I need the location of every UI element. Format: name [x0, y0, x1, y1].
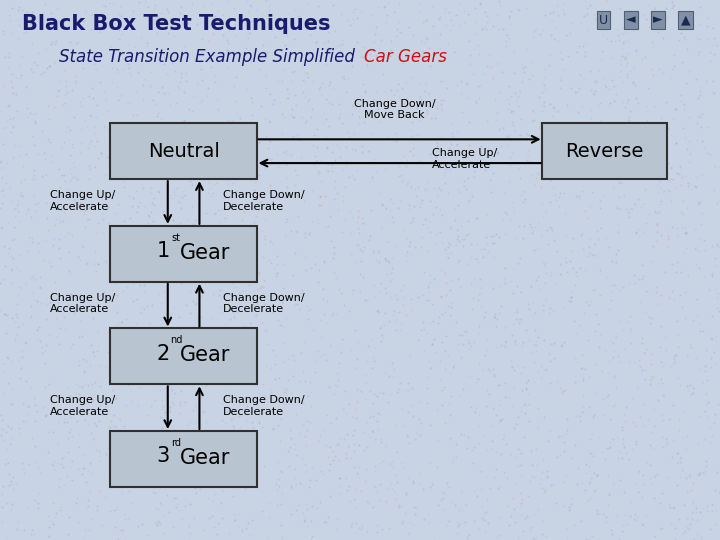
Text: 3: 3 — [157, 446, 170, 467]
Text: Gear: Gear — [180, 448, 230, 468]
Text: Change Down/
Decelerate: Change Down/ Decelerate — [223, 190, 305, 212]
Text: Change Down/
Move Back: Change Down/ Move Back — [354, 99, 436, 120]
Text: ►: ► — [653, 14, 663, 26]
Text: Change Up/
Accelerate: Change Up/ Accelerate — [50, 190, 116, 212]
FancyBboxPatch shape — [110, 328, 257, 384]
Text: Gear: Gear — [180, 345, 230, 366]
Text: Change Up/
Accelerate: Change Up/ Accelerate — [50, 395, 116, 417]
Text: nd: nd — [170, 335, 183, 345]
Text: ▲: ▲ — [680, 14, 690, 26]
Text: Change Down/
Decelerate: Change Down/ Decelerate — [223, 293, 305, 314]
Text: State Transition Example Simplified: State Transition Example Simplified — [59, 48, 360, 65]
FancyBboxPatch shape — [110, 226, 257, 282]
Text: st: st — [172, 233, 181, 242]
FancyBboxPatch shape — [110, 123, 257, 179]
Text: Gear: Gear — [180, 242, 230, 263]
Text: U: U — [599, 14, 608, 26]
Text: rd: rd — [171, 438, 181, 448]
FancyBboxPatch shape — [110, 431, 257, 487]
Text: ◄: ◄ — [626, 14, 636, 26]
Text: Change Down/
Decelerate: Change Down/ Decelerate — [223, 395, 305, 417]
Text: Black Box Test Techniques: Black Box Test Techniques — [22, 14, 330, 33]
Text: 2: 2 — [157, 343, 170, 364]
Text: 1: 1 — [157, 241, 170, 261]
Text: Change Up/
Accelerate: Change Up/ Accelerate — [50, 293, 116, 314]
FancyBboxPatch shape — [542, 123, 667, 179]
Text: Neutral: Neutral — [148, 141, 220, 161]
Text: Reverse: Reverse — [566, 141, 644, 161]
Text: Car Gears: Car Gears — [364, 48, 446, 65]
Text: Change Up/
Accelerate: Change Up/ Accelerate — [432, 148, 498, 170]
